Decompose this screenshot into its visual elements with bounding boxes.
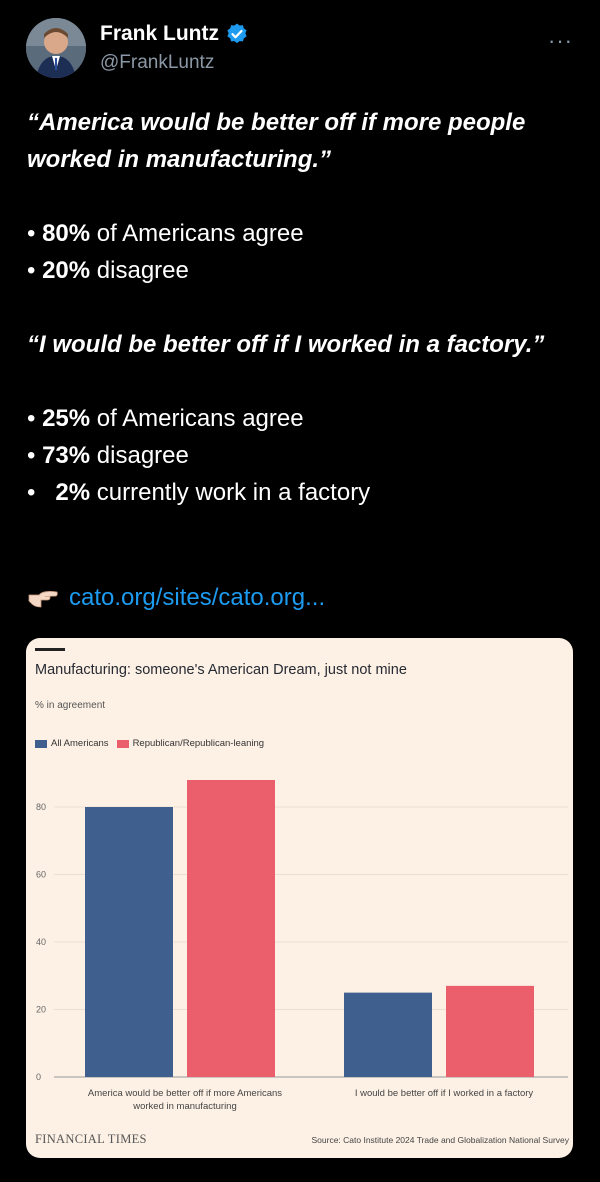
chart-title: Manufacturing: someone's American Dream,…	[35, 662, 407, 678]
legend-swatch-republican	[116, 739, 129, 748]
y-tick-label: 20	[36, 1005, 46, 1015]
quote-2: “I would be better off if I worked in a …	[27, 331, 545, 358]
legend-label-republican: Republican/Republican-leaning	[132, 738, 265, 749]
avatar[interactable]	[26, 18, 86, 78]
bullet-item: • 80% of Americans agree	[27, 220, 304, 247]
legend-label-all-americans: All Americans	[51, 738, 109, 749]
bar	[344, 992, 432, 1077]
x-tick-label: I would be better off if I worked in a f…	[355, 1088, 534, 1099]
verified-badge-icon	[227, 23, 247, 44]
author-name[interactable]: Frank Luntz	[100, 22, 249, 46]
chart-subtitle: % in agreement	[35, 700, 106, 711]
link-row: cato.org/sites/cato.org...	[27, 584, 325, 612]
chart-source: Source: Cato Institute 2024 Trade and Gl…	[311, 1135, 569, 1145]
bullet-item: • 73% disagree	[27, 442, 189, 469]
bar	[187, 780, 275, 1077]
y-tick-label: 0	[36, 1072, 41, 1082]
bar	[446, 985, 534, 1077]
bullet-item: • 2% currently work in a factory	[27, 479, 371, 506]
ft-brand: FINANCIAL TIMES	[35, 1132, 147, 1146]
chart-legend: All Americans Republican/Republican-lean…	[35, 738, 264, 749]
card-rule	[35, 648, 65, 651]
quote-1: “America would be better off if more peo…	[27, 109, 526, 173]
tweet-text: “America would be better off if more peo…	[27, 104, 587, 511]
bar-chart: 0 20 40 60 80 America would be better off if …	[36, 780, 568, 1112]
author-handle[interactable]: @FrankLuntz	[100, 52, 215, 73]
bullet-item: • 25% of Americans agree	[27, 405, 304, 432]
author-name-text: Frank Luntz	[100, 22, 219, 45]
chart-card[interactable]: Manufacturing: someone's American Dream,…	[26, 638, 573, 1158]
x-tick-label: America would be better off if more Amer…	[88, 1088, 282, 1112]
bar	[85, 807, 173, 1077]
bullet-item: • 20% disagree	[27, 257, 189, 284]
article-link[interactable]: cato.org/sites/cato.org...	[69, 584, 326, 611]
y-tick-label: 40	[36, 937, 46, 947]
pointing-hand-icon	[28, 591, 58, 608]
legend-swatch-all-americans	[35, 739, 47, 748]
more-options-icon[interactable]: ···	[548, 28, 573, 53]
y-tick-label: 80	[36, 802, 46, 812]
y-tick-label: 60	[36, 870, 46, 880]
